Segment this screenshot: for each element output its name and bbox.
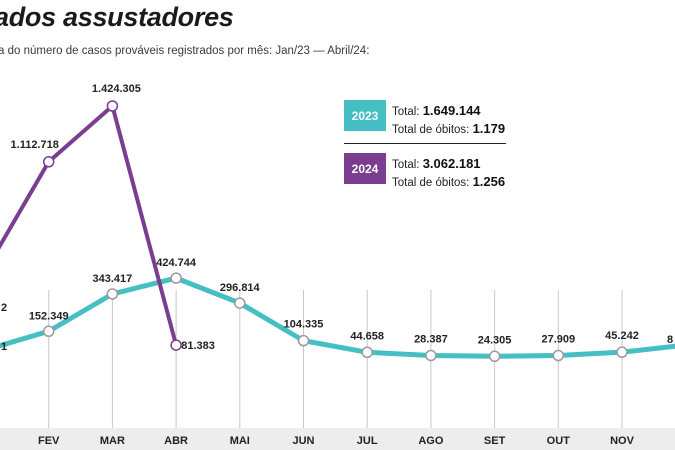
chart-title: ados assustadores [0,2,234,32]
x-tick-label-nov: NOV [610,435,635,447]
data-label-2023-out: 27.909 [541,334,575,346]
data-point-2024-abr [170,339,182,351]
data-label-2023-fev: 152.349 [29,310,69,322]
data-point-2023-nov [616,346,628,358]
x-tick-label-jun: JUN [292,435,314,447]
x-tick-label-mar: MAR [100,435,125,447]
data-label-2024-abr: 81.383 [181,340,215,352]
data-point-2023-jul [361,346,373,359]
data-label-2024-jan-cropped: 2 [1,302,7,314]
legend-swatch-2023: 2023 [344,100,386,131]
chart-subtitle: a do número de casos prováveis registrad… [0,45,370,57]
data-point-2023-fev [42,325,55,338]
data-point-2023-mai [234,297,246,309]
x-axis-band [0,428,675,450]
legend-swatch-2024: 2024 [344,153,386,184]
data-label-2023-jul: 44.658 [350,330,384,342]
legend-deaths-value: 1.256 [472,174,506,189]
data-point-2023-out [552,349,565,362]
x-tick-label-set: SET [484,435,506,447]
data-point-2024-mar [106,100,119,112]
data-label-2024-mar: 1.424.305 [92,83,141,95]
legend-total-label: Total: [392,159,420,171]
data-label-2023-mar: 343.417 [93,273,133,285]
legend-total-label: Total: [392,106,420,118]
legend-total-value: 1.649.144 [422,103,481,118]
legend-total-2023: Total: 1.649.144 [392,103,481,118]
legend-deaths-2023: Total de óbitos: 1.179 [392,121,505,136]
data-label-2023-mai: 296.814 [220,282,261,294]
x-tick-label-abr: ABR [164,435,188,447]
series-line-2024 [0,104,179,348]
data-point-2024-fev [42,156,55,168]
legend-total-2024: Total: 3.062.181 [392,156,481,171]
legend-deaths-label: Total de óbitos: [392,124,470,136]
data-label-2023-set: 24.305 [478,334,512,346]
data-label-2023-ago: 28.387 [414,333,448,345]
legend-deaths-value: 1.179 [472,121,506,136]
data-label-2024-fev: 1.112.718 [11,139,59,151]
legend-deaths-label: Total de óbitos: [392,177,470,189]
x-tick-label-jul: JUL [357,435,378,447]
data-point-2023-ago [425,349,437,362]
x-tick-label-ago: AGO [418,435,444,447]
legend-deaths-2024: Total de óbitos: 1.256 [392,174,505,189]
data-label-2023-abr: 424.744 [156,257,197,269]
data-point-2023-jun [297,334,310,347]
data-label-2023-jan-cropped: 1 [1,341,7,353]
x-tick-label-mai: MAI [230,435,250,447]
data-point-2023-set [488,350,501,363]
x-tick-label-fev: FEV [38,435,60,447]
data-label-2023-dez-cropped: 8 [667,334,673,346]
data-label-2023-nov: 45.242 [605,330,639,342]
data-label-2023-jun: 104.335 [284,319,324,331]
data-point-2023-abr [170,272,182,284]
legend-divider [344,143,506,144]
data-point-2023-mar [106,288,119,300]
x-tick-label-out: OUT [547,435,571,447]
legend-total-value: 3.062.181 [422,156,481,171]
